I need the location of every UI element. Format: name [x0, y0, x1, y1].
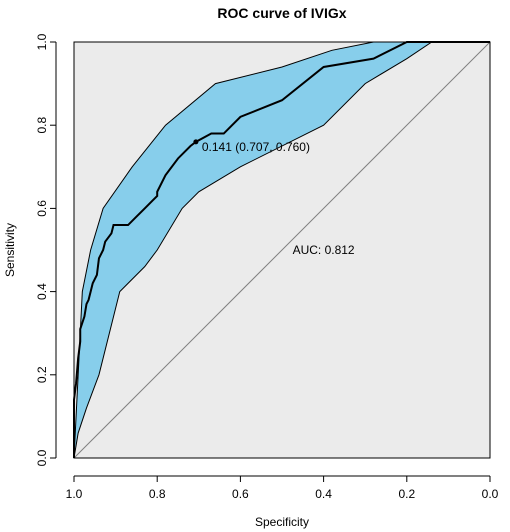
roc-curve-layer [73, 41, 490, 458]
y-axis: 0.0 0.2 0.4 0.6 0.8 1.0 [35, 33, 57, 466]
x-tick-label: 0.0 [482, 487, 499, 501]
roc-curve-line [73, 41, 490, 458]
y-tick-label: 1.0 [35, 33, 49, 50]
x-tick-label: 1.0 [66, 487, 83, 501]
x-tick-label: 0.8 [149, 487, 166, 501]
y-tick-label: 0.2 [35, 366, 49, 383]
y-tick-label: 0.4 [35, 283, 49, 300]
best-threshold-label: 0.141 (0.707, 0.760) [202, 140, 310, 154]
x-axis-label: Specificity [255, 515, 309, 529]
x-tick-label: 0.2 [398, 487, 415, 501]
y-tick-label: 0.0 [35, 449, 49, 466]
x-axis: 1.0 0.8 0.6 0.4 0.2 0.0 [66, 475, 499, 501]
auc-label: AUC: 0.812 [293, 243, 355, 257]
y-tick-label: 0.8 [35, 117, 49, 134]
plot-frame [73, 41, 491, 459]
x-tick-label: 0.6 [232, 487, 249, 501]
chart-title: ROC curve of IVIGx [217, 5, 346, 21]
best-threshold-point [193, 139, 199, 145]
x-tick-label: 0.4 [315, 487, 332, 501]
y-tick-label: 0.6 [35, 200, 49, 217]
y-axis-label: Sensitivity [3, 223, 17, 277]
reference-diagonal [73, 41, 491, 459]
